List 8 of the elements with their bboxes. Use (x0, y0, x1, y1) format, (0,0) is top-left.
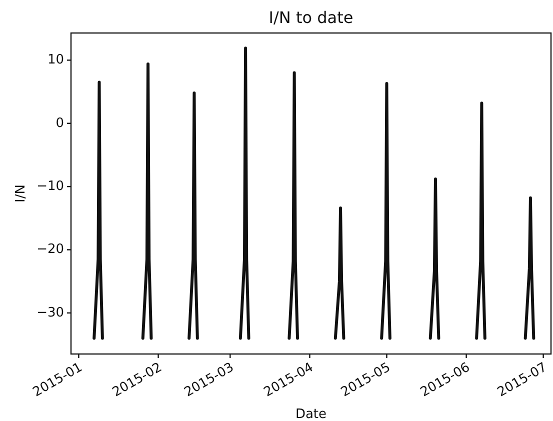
y-tick-label: −10 (36, 179, 64, 194)
y-tick-label: −20 (36, 242, 64, 258)
chart-title: I/N to date (268, 8, 354, 27)
x-axis-title: Date (295, 407, 327, 421)
y-tick-label: −30 (36, 305, 64, 320)
y-tick-label: 10 (47, 52, 64, 68)
y-axis-title: I/N (14, 184, 28, 202)
y-tick-label: 0 (56, 116, 64, 131)
